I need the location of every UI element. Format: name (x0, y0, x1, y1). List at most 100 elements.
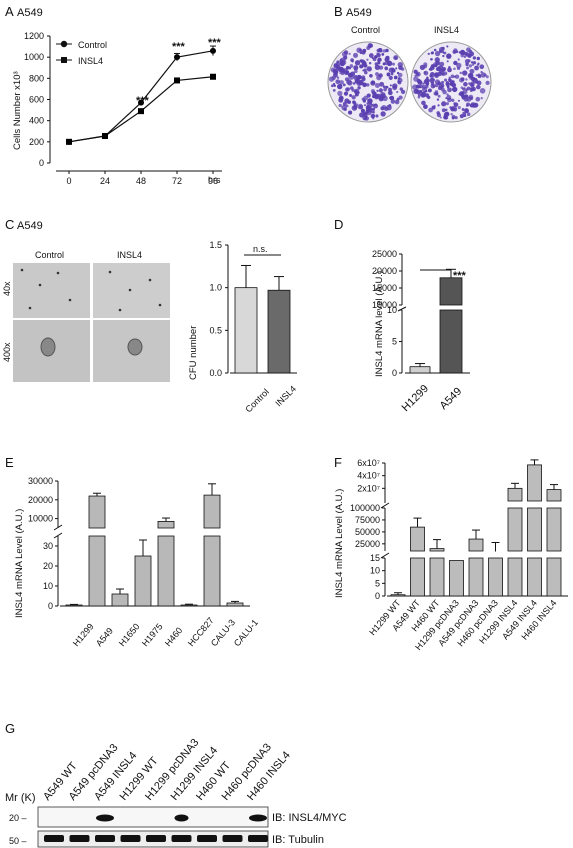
panel-d-ytick-label: 20000 (372, 266, 397, 276)
colony (366, 66, 372, 72)
colony (453, 60, 458, 66)
colony (353, 65, 359, 71)
colony (446, 53, 452, 59)
marker-20: 20 – (9, 813, 27, 823)
panel-f-bar-seg2 (507, 507, 523, 552)
micro-colony (118, 308, 122, 312)
colony (350, 86, 354, 90)
colony (439, 116, 442, 119)
colony (333, 63, 338, 68)
colony (340, 57, 346, 64)
colony (414, 74, 417, 77)
panel-e-ytick-label: 0 (48, 601, 53, 611)
panel-d-label: D (334, 217, 343, 232)
panel-a-ytick-label: 400 (29, 116, 44, 126)
panel-b-cell: A549 (346, 7, 372, 19)
colony (357, 91, 360, 94)
panel-e-bar (180, 604, 198, 607)
colony (372, 57, 377, 62)
colony (360, 108, 365, 113)
panel-e-cat-label: H1650 (117, 622, 142, 649)
colony (386, 86, 389, 89)
colony (446, 81, 449, 84)
colony (353, 52, 359, 58)
colony (439, 49, 443, 54)
colony (476, 80, 482, 86)
colony (474, 65, 479, 71)
colony (448, 76, 451, 79)
colony (376, 89, 379, 92)
colony (446, 95, 452, 101)
colony (363, 68, 367, 72)
colony (354, 60, 361, 66)
colony (443, 112, 449, 118)
panel-f-bar (449, 560, 464, 597)
colony (344, 98, 350, 104)
panel-a-xtick-label: 96 (208, 176, 218, 186)
panel-c-cat-insl4: INSL4 (273, 384, 298, 409)
panel-b: B A549 Control INSL4 (327, 4, 492, 123)
panel-e-label: E (5, 455, 14, 470)
colony (354, 69, 358, 74)
panel-c-ytick-label: 1.0 (209, 283, 222, 293)
colony (368, 53, 374, 58)
panel-e-cat-label: H1299 (71, 622, 96, 649)
colony (429, 77, 435, 84)
colony (485, 80, 490, 85)
colony (382, 85, 386, 89)
colony (341, 51, 348, 58)
colony (466, 66, 470, 70)
colony (371, 80, 374, 83)
colony (374, 64, 381, 70)
micro-colony (28, 306, 32, 310)
dish-label-insl4: INSL4 (434, 25, 459, 35)
colony (335, 79, 341, 85)
colony (453, 67, 456, 71)
colony (436, 98, 440, 101)
colony (376, 48, 380, 53)
blot-bands (44, 814, 268, 842)
panel-f: F INSL4 mRNA Level (A.U.) 0 5 10 15 25000 500… (334, 455, 568, 652)
colony (479, 64, 485, 70)
panel-f-bar-seg2 (429, 548, 445, 552)
colony (419, 64, 426, 70)
colony (361, 50, 366, 55)
band-tubulin (197, 835, 217, 842)
colony (378, 88, 384, 93)
panel-f-ytick-label: 25000 (355, 539, 380, 549)
colony (332, 82, 336, 86)
panel-e-cat-label: CALU-1 (232, 617, 260, 648)
colony (359, 48, 363, 52)
colony (444, 78, 448, 82)
colony (385, 48, 389, 53)
band-tubulin (44, 835, 64, 842)
colony (425, 81, 430, 86)
panel-f-bar-seg1 (507, 557, 523, 597)
colony (468, 72, 474, 78)
colony (434, 50, 441, 57)
panel-a-axes: 0 200 400 600 800 1000 1200 0 24 48 72 96 (24, 31, 222, 186)
panel-d-ytick-label: 5 (392, 337, 397, 347)
panel-e-bar-upper (203, 494, 221, 529)
colony (459, 91, 465, 97)
colony (368, 61, 372, 65)
colony (333, 70, 338, 76)
colony (361, 75, 366, 80)
micro-colony (68, 298, 72, 302)
panel-d-ytick-label: 25000 (372, 249, 397, 259)
panel-f-ytick-label: 15 (370, 553, 380, 563)
colony (471, 63, 475, 66)
colony (401, 67, 405, 71)
series-insl4-point (66, 138, 72, 145)
colony (465, 78, 468, 81)
micro-colony (20, 268, 24, 272)
panel-f-label: F (334, 455, 342, 470)
band-insl4 (174, 814, 189, 822)
colony (417, 95, 421, 99)
colony (465, 104, 469, 107)
micro-colony (128, 288, 132, 292)
colony (428, 107, 433, 113)
colony (381, 53, 385, 56)
panel-f-bar-seg2 (527, 507, 542, 552)
